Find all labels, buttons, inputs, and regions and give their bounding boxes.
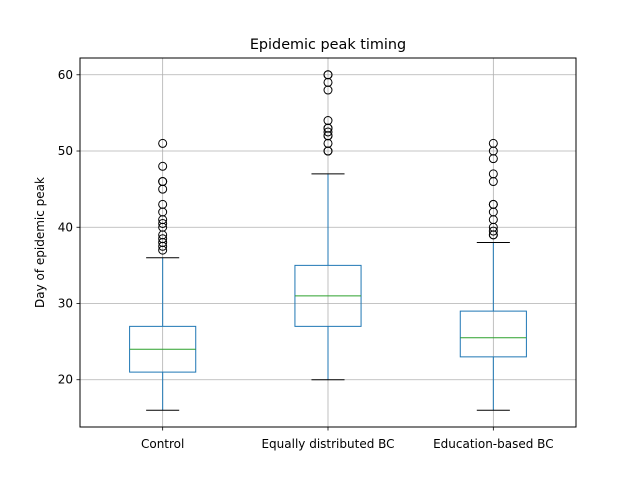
outlier-point: [323, 70, 333, 80]
outlier-point: [323, 127, 333, 137]
outlier-point: [158, 138, 168, 148]
outlier-point: [488, 138, 498, 148]
outlier-point: [158, 177, 168, 187]
outlier-point: [158, 218, 168, 228]
y-tick-label: 40: [58, 220, 73, 234]
x-tick-label: Education-based BC: [433, 437, 554, 451]
box-group: [129, 138, 197, 411]
plot-marks: [129, 70, 527, 411]
outlier-point: [323, 116, 333, 126]
outlier-point: [158, 161, 168, 171]
outlier-point: [158, 199, 168, 209]
y-tick-label: 60: [58, 68, 73, 82]
axis-ticks: 20 30 40 50 60 Control Equally distributed BC E…: [58, 68, 554, 451]
y-tick-label: 30: [58, 296, 73, 310]
box-group: [459, 138, 527, 411]
outlier-point: [488, 169, 498, 179]
y-tick-label: 50: [58, 144, 73, 158]
box-group: [294, 70, 362, 381]
x-tick-label: Control: [141, 437, 184, 451]
y-tick-label: 20: [58, 373, 73, 387]
outlier-point: [488, 226, 498, 236]
outlier-point: [488, 199, 498, 209]
y-axis-label: Day of epidemic peak: [33, 177, 47, 308]
iqr-box: [459, 310, 527, 358]
outlier-point: [158, 234, 168, 244]
chart-title: Epidemic peak timing: [250, 37, 406, 53]
x-tick-label: Equally distributed BC: [261, 437, 394, 451]
